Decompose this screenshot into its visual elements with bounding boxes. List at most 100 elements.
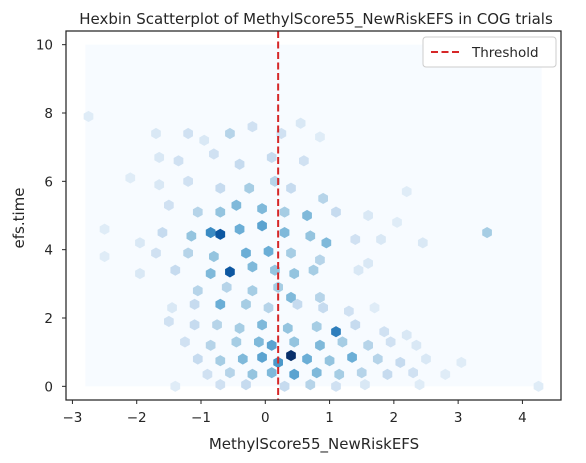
hexbin-cell [215,355,226,367]
hexbin-cell [231,199,242,211]
hexbin-cell [183,127,193,140]
hexbin-cell [266,339,277,351]
hexbin-cell [257,203,267,215]
hexbin-cell [376,233,386,246]
hexbin-cell [234,223,245,235]
hexbin-cell [151,127,161,140]
hexbin-cell [331,326,341,338]
hexbin-cell [215,206,226,218]
hexbin-cell [247,261,258,273]
hexbin-cell [215,182,226,194]
y-axis-label: efs.time [10,188,28,249]
hexbin-cell [183,175,193,187]
hexbin-cell [180,336,190,348]
hexbin-cell [212,319,222,331]
hexbin-cell [167,302,177,314]
hexbin-cell [321,237,332,249]
hexbin-cell [192,353,203,365]
hexbin-cell [99,223,110,235]
hexbin-cell [382,368,393,380]
hexbin-cell [318,302,328,314]
x-tick-label: −1 [191,410,211,426]
hexbin-cell [305,379,316,391]
hexbin-cell [411,339,422,351]
hexbin-cell [164,315,174,328]
hexbin-cell [363,209,373,222]
hexbin-cell [302,353,312,365]
hexbin-cell [192,206,203,218]
hexbin-cell [183,247,193,259]
x-axis-label: MethylScore55_NewRiskEFS [209,435,419,454]
hexbin-layer [83,110,544,392]
hexbin-cell [392,216,402,228]
hexbin-cell [170,380,181,392]
hexbin-cell [205,267,216,280]
hexbin-cell [282,322,293,334]
hexbin-cell [257,220,267,232]
hexbin-cell [311,320,322,333]
hexbin-cell [385,336,396,348]
y-tick-label: 10 [36,38,53,54]
hexbin-cell [83,110,94,123]
hexbin-cell [266,151,277,164]
y-tick-label: 4 [44,243,53,259]
legend-label-threshold: Threshold [471,45,539,61]
hexbin-cell [164,199,174,211]
y-tick-label: 0 [44,379,53,395]
hexbin-cell [408,367,418,379]
hexbin-cell [209,250,219,263]
plot-frame [65,30,562,401]
hexbin-cell [295,117,306,129]
hexbin-cell [234,322,245,334]
hexbin-cell [225,127,235,140]
x-axis-ticks: −3 −2 −1 0 1 2 3 4 [62,400,527,426]
hexbin-cell [279,226,290,239]
hexbin-cell [202,368,213,380]
hexbin-cell [401,185,412,198]
hexbin-cell [305,230,316,242]
y-axis-ticks: 0 2 4 6 8 10 [36,38,66,395]
hexbin-cell [350,233,361,246]
hexbin-cell [379,326,390,338]
hexbin-cell [299,155,309,167]
hexbin-cell [289,336,300,348]
hexbin-cell [318,192,328,205]
hexbin-cell [279,380,290,392]
hexbin-cell [395,356,406,369]
hexbin-cell [237,353,248,365]
plot-area [65,30,562,401]
hexbin-cell [199,134,210,146]
x-tick-label: −3 [62,410,82,426]
hexbin-cell [266,367,277,379]
hexbin-cell [533,380,544,392]
x-tick-label: 1 [325,410,334,426]
hexbin-cell [225,367,235,379]
x-tick-label: 4 [518,410,527,426]
hexbin-cell [154,151,165,164]
hexbin-cell [315,339,325,351]
hexbin-extent-background [85,44,542,387]
hexbin-cell [417,237,428,249]
hexbin-cell [353,264,364,276]
hexbin-cell [205,226,216,239]
hexbin-cell [257,351,267,363]
hexbin-cell [286,182,296,194]
hexbin-cell [151,247,161,259]
hexbin-cell [170,264,181,276]
hexbin-cell [247,368,258,380]
hexbin-cell [173,155,184,167]
hexbin-cell [289,267,300,280]
hexbin-cell [263,245,274,257]
hexbin-cell [225,266,235,278]
hexbin-cell [350,319,361,331]
hexbin-cell [247,121,258,133]
hexbin-cell [157,226,168,239]
hexbin-cell [189,319,200,331]
hexbin-cell [347,351,357,363]
hexbin-cell [189,298,200,310]
hexbin-cell [456,356,467,369]
legend: Threshold [422,36,557,68]
hexbin-cell [99,250,110,263]
y-tick-label: 6 [44,174,53,190]
x-tick-label: 2 [390,410,399,426]
